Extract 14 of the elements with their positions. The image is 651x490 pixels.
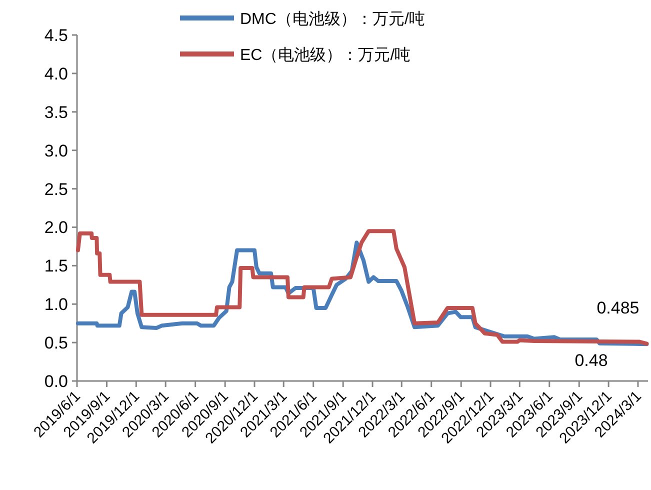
annotation: 0.48 xyxy=(574,351,608,370)
y-tick-label: 0.5 xyxy=(44,334,68,353)
y-tick-label: 4.0 xyxy=(44,64,68,84)
legend-label: EC（电池级）：万元/吨 xyxy=(240,46,411,64)
y-tick-label: 2.0 xyxy=(44,218,68,238)
y-tick-label: 3.5 xyxy=(44,102,68,122)
y-tick-label: 4.5 xyxy=(44,26,68,45)
legend-label: DMC（电池级）：万元/吨 xyxy=(240,10,425,28)
annotation: 0.485 xyxy=(596,298,640,318)
y-tick-label: 1.0 xyxy=(44,295,68,314)
y-tick-label: 1.5 xyxy=(44,256,68,276)
y-tick-label: 0.0 xyxy=(44,372,68,391)
y-tick-label: 3.0 xyxy=(44,141,68,160)
y-tick-label: 2.5 xyxy=(44,180,68,199)
